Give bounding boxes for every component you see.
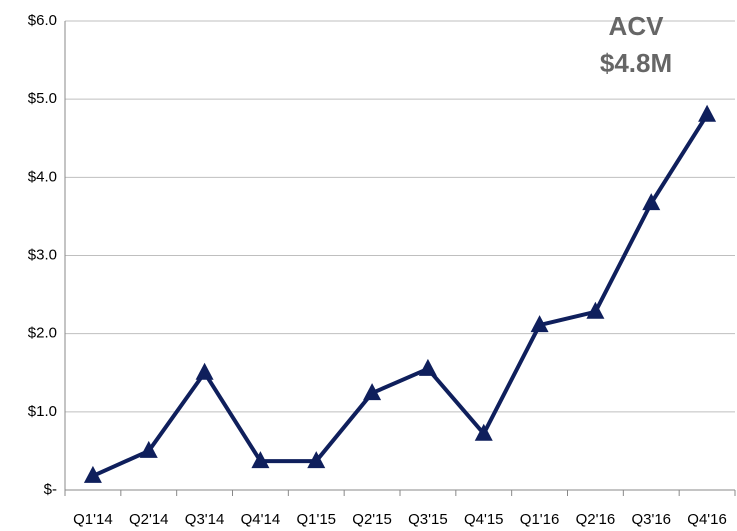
x-tick-label: Q2'14 [129, 511, 169, 528]
x-tick-label: Q4'15 [464, 511, 504, 528]
x-tick-label: Q3'15 [408, 511, 448, 528]
marker [474, 423, 493, 441]
y-tick-label: $4.0 [28, 168, 57, 185]
x-tick-label: Q3'14 [185, 511, 225, 528]
marker [195, 362, 214, 380]
y-tick-label: $6.0 [28, 12, 57, 29]
y-tick-label: $3.0 [28, 246, 57, 263]
x-tick-label: Q1'16 [520, 511, 560, 528]
line [92, 113, 709, 478]
marker [251, 451, 270, 469]
x-tick-label: Q2'16 [576, 511, 616, 528]
marker [530, 315, 549, 333]
x-tick-label: Q4'16 [687, 511, 727, 528]
marker [418, 358, 437, 376]
marker [307, 451, 326, 469]
x-tick-label: Q1'15 [296, 511, 336, 528]
annotation: ACV [609, 11, 665, 41]
x-tick-label: Q2'15 [352, 511, 392, 528]
y-tick-label: $1.0 [28, 403, 57, 420]
marker [139, 440, 158, 458]
marker [642, 193, 661, 211]
x-tick-label: Q4'14 [241, 511, 281, 528]
marker [586, 301, 605, 319]
y-tick-label: $5.0 [28, 90, 57, 107]
y-tick-label: $2.0 [28, 325, 57, 342]
annotation: $4.8M [600, 48, 672, 78]
marker [363, 383, 382, 401]
x-tick-label: Q3'16 [631, 511, 671, 528]
marker [698, 104, 717, 122]
x-tick-label: Q1'14 [73, 511, 113, 528]
y-tick-label: $- [44, 481, 57, 498]
marker [83, 465, 102, 483]
